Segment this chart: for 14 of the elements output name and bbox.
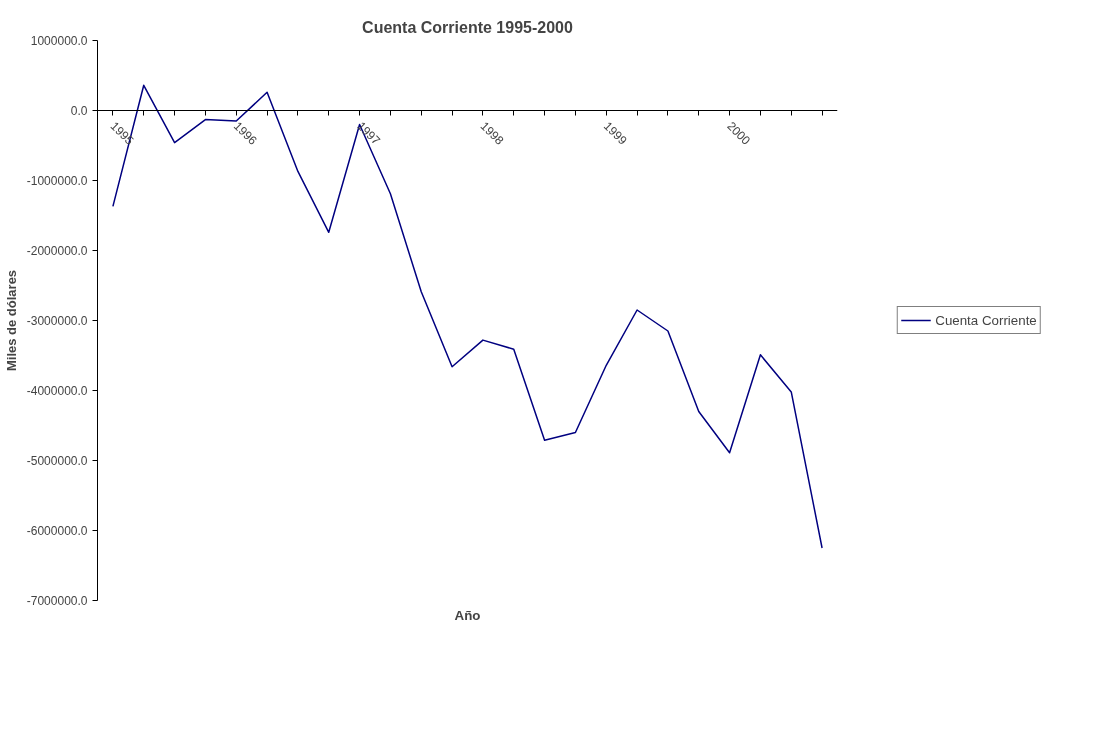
chart-title: Cuenta Corriente 1995-2000 [362,18,573,36]
y-tick-label: -5000000.0 [26,454,88,468]
y-tick-label: -2000000.0 [26,244,88,258]
y-tick-label: -7000000.0 [26,594,88,608]
y-tick-label: -3000000.0 [26,314,88,328]
y-tick-label: -4000000.0 [26,384,88,398]
y-tick-label: -6000000.0 [26,524,88,538]
line-series [112,84,823,549]
y-axis-title: Miles de dólares [3,269,19,372]
x-axis-title: Año [454,607,481,623]
y-tick-label: 0.0 [70,104,88,118]
y-tick-label: 1000000.0 [30,34,88,48]
legend-label: Cuenta Corriente [935,312,1037,328]
y-tick-label: -1000000.0 [26,174,88,188]
